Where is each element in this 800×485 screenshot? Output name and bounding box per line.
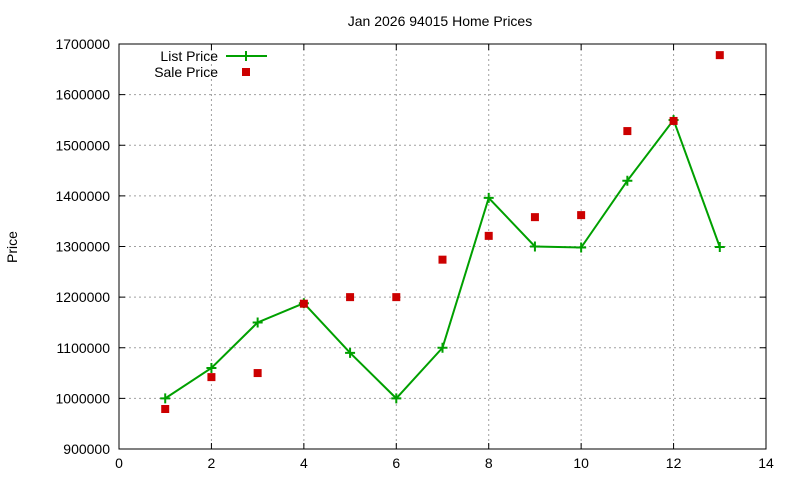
x-tick-label: 8 [485, 455, 493, 471]
square-marker [438, 255, 447, 264]
y-tick-label: 900000 [63, 441, 110, 457]
x-tick-label: 10 [573, 455, 589, 471]
plus-marker [345, 347, 356, 358]
square-marker [484, 231, 493, 240]
y-tick-label: 1300000 [55, 239, 110, 255]
grid [119, 44, 766, 449]
y-tick-label: 1700000 [55, 36, 110, 52]
square-marker [299, 299, 308, 308]
y-tick-label: 1400000 [55, 188, 110, 204]
square-marker [161, 405, 170, 414]
x-tick-label: 12 [666, 455, 682, 471]
square-marker [207, 373, 216, 382]
square-marker [577, 211, 586, 220]
legend-label: Sale Price [154, 64, 218, 80]
square-marker [715, 51, 724, 60]
plus-marker [206, 363, 217, 373]
plus-marker [576, 242, 587, 253]
y-tick-label: 1100000 [57, 340, 111, 356]
plus-marker [391, 393, 402, 404]
square-marker [346, 293, 355, 302]
x-tick-label: 14 [758, 455, 774, 471]
chart-title: Jan 2026 94015 Home Prices [348, 13, 532, 29]
y-tick-label: 1600000 [55, 87, 110, 103]
square-marker [669, 116, 678, 125]
x-tick-label: 6 [392, 455, 400, 471]
plus-marker [160, 393, 171, 404]
square-marker [530, 213, 539, 222]
plus-marker [529, 241, 540, 252]
y-tick-label: 1500000 [55, 137, 110, 153]
x-tick-label: 4 [300, 455, 308, 471]
series-list-price [160, 114, 725, 404]
x-tick-label: 0 [115, 455, 123, 471]
plus-marker [622, 175, 633, 186]
x-tick-label: 2 [208, 455, 216, 471]
y-tick-label: 1200000 [55, 289, 110, 305]
plot-border [118, 43, 767, 450]
y-axis-label: Price [4, 231, 20, 263]
legend-label: List Price [160, 48, 218, 64]
square-marker [253, 369, 262, 378]
square-marker [242, 68, 250, 76]
y-tick-label: 1000000 [55, 390, 110, 406]
plot-area [160, 51, 725, 414]
plus-marker [437, 342, 448, 353]
square-marker [623, 127, 632, 136]
plus-marker [714, 242, 725, 253]
square-marker [392, 293, 401, 302]
plus-marker [483, 192, 494, 203]
plus-marker [241, 51, 251, 61]
series-sale-price [161, 51, 724, 414]
plus-marker [252, 317, 263, 328]
